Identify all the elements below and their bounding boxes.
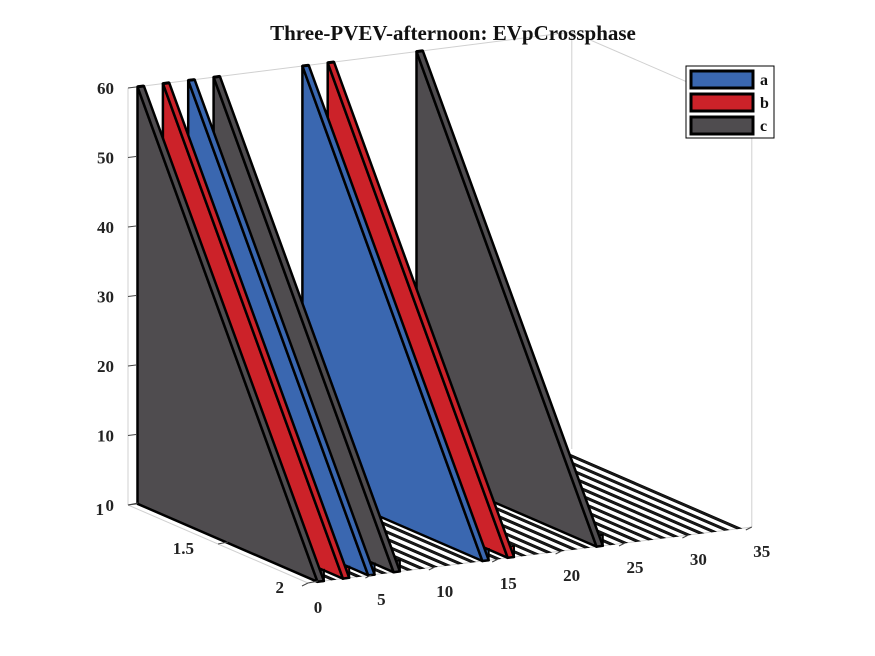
ribbon-top-edge [188, 78, 195, 82]
y-tick-label: 1.5 [173, 539, 194, 558]
legend-label-b: b [760, 95, 769, 112]
x-tick-label: 30 [690, 550, 707, 569]
z-tick-label: 60 [97, 79, 114, 98]
ribbon-top-edge [416, 49, 423, 54]
ribbon-top-edge [162, 81, 170, 86]
ribbon-top-edge [213, 74, 221, 79]
ribbon-top-edge [302, 63, 309, 68]
legend: abc [685, 65, 775, 139]
x-tick-mark [682, 534, 689, 539]
y-tick-mark [307, 580, 319, 584]
x-tick-mark [555, 550, 562, 555]
y-tick-label: 1 [96, 500, 105, 519]
legend-swatch-c [689, 115, 755, 136]
x-tick-mark [491, 558, 499, 563]
x-tick-label: 25 [627, 558, 644, 577]
z-tick-mark [127, 225, 137, 228]
x-tick-mark [618, 542, 626, 547]
z-tick-label: 0 [106, 496, 115, 515]
z-tick-label: 20 [97, 357, 114, 376]
legend-label-a: a [760, 72, 768, 89]
ribbon-top-edge [137, 84, 145, 89]
x-tick-label: 20 [563, 566, 580, 585]
z-tick-mark [127, 503, 137, 506]
z-tick-mark [127, 364, 137, 367]
legend-swatch-a [689, 69, 755, 90]
x-tick-mark [428, 566, 436, 571]
z-tick-mark [127, 156, 137, 158]
x-tick-label: 35 [753, 542, 770, 561]
z-tick-label: 30 [97, 288, 114, 307]
x-tick-label: 5 [377, 590, 386, 609]
z-tick-mark [127, 86, 137, 89]
y-tick-label: 2 [276, 578, 285, 597]
x-tick-mark [301, 582, 309, 587]
x-tick-label: 15 [500, 574, 517, 593]
x-tick-label: 10 [436, 582, 453, 601]
chart-title: Three-PVEV-afternoon: EVpCrossphase [270, 21, 636, 45]
z-tick-label: 50 [97, 149, 114, 168]
z-tick-mark [127, 295, 137, 297]
ribbon-series [136, 49, 743, 584]
y-tick-mark [217, 541, 229, 545]
legend-label-c: c [760, 118, 767, 135]
z-tick-label: 10 [97, 427, 114, 446]
x-tick-label: 0 [314, 598, 323, 617]
x-tick-mark [745, 526, 753, 531]
z-tick-label: 40 [97, 218, 114, 237]
z-tick-mark [127, 434, 137, 436]
legend-swatch-b [689, 92, 755, 113]
x-tick-mark [365, 574, 372, 579]
ribbon-top-edge [327, 60, 335, 65]
